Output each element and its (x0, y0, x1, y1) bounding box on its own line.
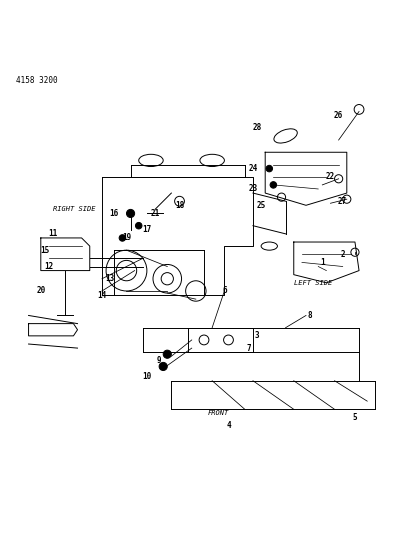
Text: 21: 21 (151, 209, 160, 218)
Text: 9: 9 (157, 356, 162, 365)
Text: 5: 5 (353, 413, 357, 422)
Circle shape (159, 362, 167, 370)
Text: 18: 18 (175, 201, 184, 210)
Text: FRONT: FRONT (208, 410, 229, 416)
Text: 12: 12 (44, 262, 53, 271)
Text: 2: 2 (340, 250, 345, 259)
Text: 15: 15 (40, 246, 49, 255)
Circle shape (277, 193, 286, 201)
Circle shape (163, 350, 171, 358)
Text: 17: 17 (142, 225, 151, 235)
Text: 13: 13 (106, 274, 115, 283)
Text: 3: 3 (255, 332, 259, 341)
Circle shape (199, 335, 209, 345)
Text: 8: 8 (308, 311, 313, 320)
Circle shape (119, 235, 126, 241)
Circle shape (135, 222, 142, 229)
Circle shape (175, 196, 184, 206)
Text: 1: 1 (320, 258, 325, 267)
Circle shape (351, 248, 359, 256)
Circle shape (224, 335, 233, 345)
Text: 23: 23 (248, 184, 257, 193)
Text: 19: 19 (122, 233, 131, 243)
Text: 4158 3200: 4158 3200 (16, 76, 58, 85)
Text: 24: 24 (248, 164, 257, 173)
Text: LEFT SIDE: LEFT SIDE (294, 280, 332, 286)
Circle shape (354, 104, 364, 114)
Text: 4: 4 (226, 421, 231, 430)
Circle shape (270, 182, 277, 188)
Text: 14: 14 (98, 290, 106, 300)
Text: 10: 10 (142, 372, 151, 381)
Text: 7: 7 (246, 344, 251, 353)
Circle shape (126, 209, 135, 217)
Circle shape (343, 195, 351, 203)
Text: 22: 22 (326, 172, 335, 181)
Text: 25: 25 (257, 201, 266, 210)
Circle shape (335, 175, 343, 183)
Text: 26: 26 (334, 111, 343, 120)
Text: 20: 20 (36, 286, 45, 295)
Text: 28: 28 (253, 123, 262, 132)
Circle shape (266, 165, 273, 172)
Text: RIGHT SIDE: RIGHT SIDE (53, 206, 95, 212)
Text: 27: 27 (338, 197, 347, 206)
Text: 11: 11 (49, 229, 58, 238)
Text: 6: 6 (222, 286, 227, 295)
Text: 16: 16 (110, 209, 119, 218)
